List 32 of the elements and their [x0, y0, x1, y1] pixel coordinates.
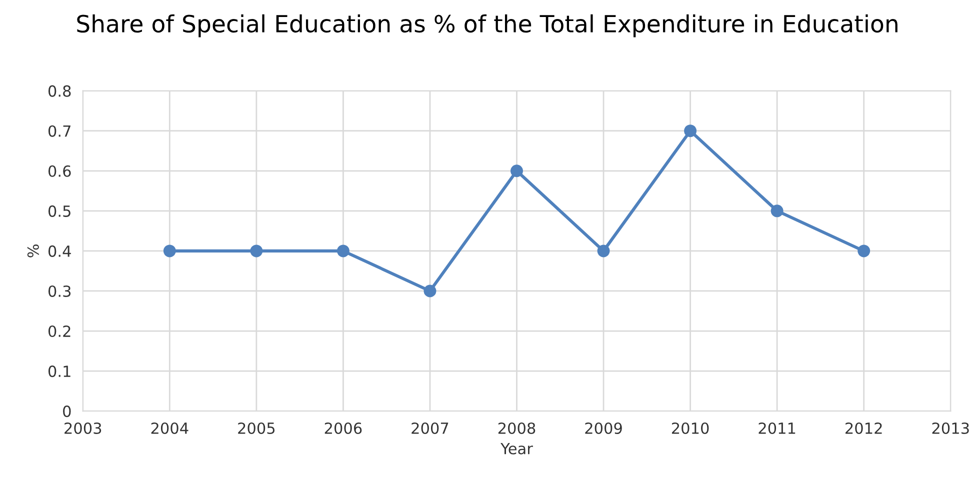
x-tick-label: 2004 — [151, 422, 188, 434]
point — [336, 244, 350, 258]
x-tick-label: 2012 — [846, 422, 882, 434]
point — [858, 244, 870, 258]
point — [597, 244, 610, 258]
x-tick-label: 2009 — [585, 422, 622, 434]
y-tick-label: 0.1 — [48, 366, 70, 378]
y-tick-label: 0.7 — [48, 125, 70, 137]
point — [770, 204, 784, 218]
y-tick-label: 0.6 — [48, 165, 71, 177]
y-tick-label: 0.8 — [48, 85, 71, 97]
point — [163, 244, 176, 258]
x-tick-label: 2010 — [672, 422, 709, 434]
point — [510, 164, 523, 178]
y-tick-label: 0.4 — [48, 245, 71, 257]
point — [684, 124, 697, 138]
x-tick-label: 2011 — [758, 422, 796, 434]
x-tick-label: 2007 — [412, 422, 448, 434]
y-axis-title: % — [27, 244, 39, 258]
x-tick-label: 2005 — [238, 422, 275, 434]
x-tick-label: 2013 — [932, 422, 969, 434]
x-tick-label: 2003 — [64, 422, 102, 434]
y-tick-label: 0.3 — [48, 285, 71, 298]
x-tick-label: 2006 — [324, 422, 362, 434]
x-axis-title: Year — [500, 443, 533, 454]
point — [250, 244, 263, 258]
point — [424, 284, 436, 298]
y-tick-label: 0 — [63, 406, 71, 418]
chart-title: Share of Special Education as % of the Total Expenditure in Education — [77, 14, 898, 38]
y-tick-label: 0.2 — [48, 325, 70, 338]
y-tick-label: 0.5 — [48, 205, 70, 217]
x-tick-label: 2008 — [498, 422, 536, 434]
